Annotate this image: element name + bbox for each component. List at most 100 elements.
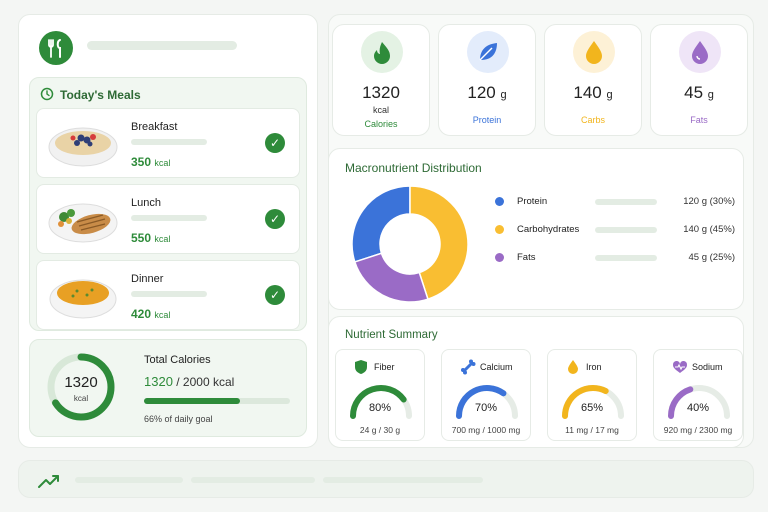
legend-placeholder	[595, 227, 657, 233]
meal-card-dinner[interactable]: Dinner 420 kcal ✓	[36, 260, 300, 330]
nutrient-summary-card: Nutrient Summary Fiber 80% 24 g / 30 g C…	[328, 316, 744, 448]
meals-title: Today's Meals	[60, 88, 141, 102]
meal-kcal: 550 kcal	[131, 231, 171, 245]
calorie-progress-bar	[144, 398, 290, 404]
nutrient-card-calcium: Calcium 70% 700 mg / 1000 mg	[441, 349, 531, 441]
check-icon[interactable]: ✓	[265, 209, 285, 229]
nutrient-amount: 920 mg / 2300 mg	[663, 425, 733, 435]
nutrient-name: Iron	[586, 362, 602, 372]
legend-protein: Protein 120 g (30%)	[495, 195, 735, 209]
legend-dot	[495, 197, 504, 206]
meals-panel: Today's Meals Breakfast 350 kcal ✓	[18, 14, 318, 448]
header-placeholder	[87, 41, 237, 50]
calorie-progress-ring	[47, 353, 115, 421]
trending-up-icon	[38, 475, 59, 488]
legend-dot	[495, 225, 504, 234]
stat-label: Calories	[364, 119, 398, 129]
legend-carbohydrates: Carbohydrates 140 g (45%)	[495, 223, 735, 237]
soup-bowl-image	[49, 279, 117, 319]
stat-value: 45 g	[684, 83, 714, 102]
nutrient-amount: 700 mg / 1000 mg	[451, 425, 521, 435]
clock-icon	[40, 87, 54, 101]
nutrient-gauge	[456, 385, 518, 419]
meal-card-breakfast[interactable]: Breakfast 350 kcal ✓	[36, 108, 300, 178]
bone-icon	[461, 359, 476, 375]
nutrient-name: Calcium	[480, 362, 513, 372]
meal-placeholder	[131, 139, 207, 145]
footer-placeholder	[323, 477, 483, 483]
check-icon[interactable]: ✓	[265, 285, 285, 305]
macro-title: Macronutrient Distribution	[345, 161, 482, 175]
total-calories-label: Total Calories	[144, 354, 211, 366]
legend-dot	[495, 253, 504, 262]
fork-knife-logo-icon	[39, 31, 73, 65]
drop-icon	[568, 360, 578, 374]
flame-icon	[361, 31, 403, 73]
legend-value: 120 g (30%)	[683, 196, 735, 207]
nutrient-summary-title: Nutrient Summary	[345, 329, 438, 341]
macronutrient-distribution-card: Macronutrient Distribution Protein 120 g…	[328, 148, 744, 310]
legend-value: 45 g (25%)	[688, 252, 735, 263]
chicken-plate-image	[48, 203, 118, 243]
nutrient-gauge	[562, 385, 624, 419]
donut-slice-fats	[353, 252, 429, 303]
shield-icon	[355, 360, 367, 374]
meal-name: Dinner	[131, 273, 164, 285]
gauge-fill	[562, 385, 609, 419]
legend-placeholder	[595, 199, 657, 205]
leaf-icon	[467, 31, 509, 73]
total-calories-section: 1320 kcal Total Calories 1320 / 2000 kca…	[29, 339, 307, 437]
todays-meals-section: Today's Meals Breakfast 350 kcal ✓	[29, 77, 307, 331]
gauge-fill	[456, 385, 507, 419]
nutrient-gauge	[350, 385, 412, 419]
legend-name: Protein	[517, 196, 548, 207]
stat-card-carbs: 140 g Carbs	[544, 24, 642, 136]
macro-donut-chart	[351, 185, 469, 303]
ring-value: 1320	[64, 374, 98, 391]
meal-name: Breakfast	[131, 121, 178, 133]
meal-kcal: 420 kcal	[131, 307, 171, 321]
nutrient-percent: 40%	[686, 402, 710, 414]
stat-label: Carbs	[580, 115, 605, 125]
footer-bar	[18, 460, 754, 498]
nutrient-gauge	[668, 385, 730, 419]
nutrient-percent: 65%	[580, 402, 604, 414]
meal-placeholder	[131, 215, 207, 221]
gauge-fill	[350, 385, 407, 419]
heart-pulse-icon	[672, 360, 688, 373]
donut-slice-carbohydrates	[409, 185, 469, 301]
ring-unit: kcal	[73, 394, 89, 403]
nutrient-percent: 80%	[368, 402, 392, 414]
legend-fats: Fats 45 g (25%)	[495, 251, 735, 265]
nutrient-card-iron: Iron 65% 11 mg / 17 mg	[547, 349, 637, 441]
daily-goal-text: 66% of daily goal	[144, 414, 213, 424]
stat-card-fats: 45 g Fats	[650, 24, 748, 136]
meal-card-lunch[interactable]: Lunch 550 kcal ✓	[36, 184, 300, 254]
check-icon[interactable]: ✓	[265, 133, 285, 153]
nutrient-amount: 24 g / 30 g	[359, 425, 401, 435]
stat-card-calories: 1320 kcal Calories	[332, 24, 430, 136]
stat-value: 1320	[362, 83, 400, 102]
gauge-fill	[668, 386, 694, 419]
nutrient-percent: 70%	[474, 402, 498, 414]
stat-label: Fats	[690, 115, 708, 125]
legend-value: 140 g (45%)	[683, 224, 735, 235]
stat-unit: kcal	[372, 105, 389, 115]
nutrient-name: Sodium	[692, 362, 723, 372]
nutrient-card-sodium: Sodium 40% 920 mg / 2300 mg	[653, 349, 743, 441]
stat-value: 120 g	[467, 83, 507, 102]
oatmeal-bowl-image	[48, 127, 118, 167]
nutrient-card-fiber: Fiber 80% 24 g / 30 g	[335, 349, 425, 441]
stat-value: 140 g	[573, 83, 613, 102]
nutrient-amount: 11 mg / 17 mg	[565, 425, 619, 435]
meal-placeholder	[131, 291, 207, 297]
meal-name: Lunch	[131, 197, 161, 209]
total-calories-values: 1320 / 2000 kcal	[144, 374, 235, 389]
nutrient-name: Fiber	[374, 362, 395, 372]
stat-label: Protein	[472, 115, 502, 125]
drop-icon	[679, 31, 721, 73]
meal-kcal: 350 kcal	[131, 155, 171, 169]
donut-slice-protein	[351, 185, 411, 263]
drop-icon	[573, 31, 615, 73]
footer-placeholder	[75, 477, 183, 483]
